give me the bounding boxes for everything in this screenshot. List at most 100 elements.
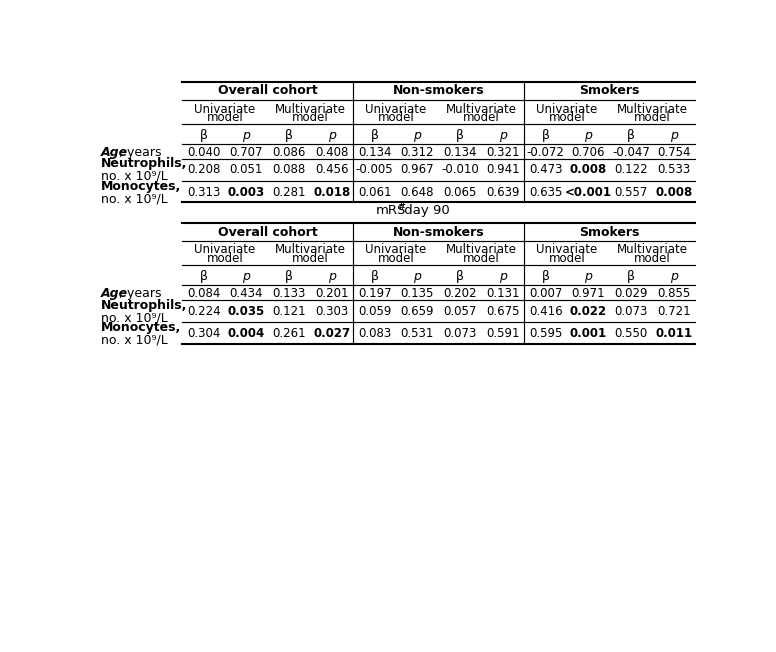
Text: 0.941: 0.941 [486,164,520,177]
Text: p: p [328,128,336,141]
Text: day 90: day 90 [400,204,450,217]
Text: 0.304: 0.304 [187,327,220,340]
Text: β: β [542,128,549,141]
Text: <0.001: <0.001 [565,186,612,200]
Text: 0.061: 0.061 [358,186,391,200]
Text: β: β [456,270,464,282]
Text: 0.550: 0.550 [615,327,648,340]
Text: 0.855: 0.855 [657,287,691,299]
Text: 0.134: 0.134 [443,145,477,158]
Text: 0.635: 0.635 [529,186,563,200]
Text: 0.202: 0.202 [443,287,477,299]
Text: 0.321: 0.321 [486,145,520,158]
Text: 0.706: 0.706 [572,145,605,158]
Text: 0.131: 0.131 [486,287,520,299]
Text: 0.051: 0.051 [230,164,263,177]
Text: 0.201: 0.201 [315,287,348,299]
Text: p: p [670,270,678,282]
Text: 0.008: 0.008 [655,186,692,200]
Text: Multivariate: Multivariate [275,243,346,256]
Text: p: p [242,128,251,141]
Text: 0.434: 0.434 [230,287,263,299]
Text: Univariate: Univariate [194,103,255,116]
Text: 0.557: 0.557 [615,186,648,200]
Text: β: β [371,270,379,282]
Text: 0.754: 0.754 [657,145,691,158]
Text: p: p [584,270,592,282]
Text: β: β [627,128,636,141]
Text: p: p [499,128,507,141]
Text: , years: , years [120,287,162,299]
Text: 0.456: 0.456 [315,164,348,177]
Text: model: model [292,252,329,265]
Text: β: β [371,128,379,141]
Text: model: model [292,111,329,124]
Text: 0.007: 0.007 [529,287,563,299]
Text: 0.313: 0.313 [187,186,220,200]
Text: model: model [378,252,414,265]
Text: 0.004: 0.004 [228,327,265,340]
Text: 0.057: 0.057 [443,305,476,318]
Text: #: # [397,202,406,212]
Text: 0.134: 0.134 [358,145,391,158]
Text: Age: Age [101,145,128,158]
Text: 0.312: 0.312 [400,145,434,158]
Text: 0.065: 0.065 [443,186,476,200]
Text: Multivariate: Multivariate [446,243,517,256]
Text: model: model [634,111,671,124]
Text: 0.040: 0.040 [187,145,220,158]
Text: Univariate: Univariate [536,243,598,256]
Text: 0.639: 0.639 [486,186,520,200]
Text: Overall cohort: Overall cohort [218,226,317,239]
Text: 0.059: 0.059 [358,305,391,318]
Text: 0.281: 0.281 [272,186,306,200]
Text: 0.721: 0.721 [657,305,691,318]
Text: no. x 10⁹/L: no. x 10⁹/L [101,192,168,205]
Text: 0.967: 0.967 [400,164,435,177]
Text: β: β [542,270,549,282]
Text: Multivariate: Multivariate [617,243,688,256]
Text: 0.707: 0.707 [230,145,263,158]
Text: Non-smokers: Non-smokers [393,84,484,97]
Text: 0.073: 0.073 [443,327,476,340]
Text: model: model [206,252,244,265]
Text: model: model [463,252,500,265]
Text: 0.224: 0.224 [187,305,220,318]
Text: Neutrophils,: Neutrophils, [101,299,187,312]
Text: β: β [199,128,208,141]
Text: 0.088: 0.088 [272,164,306,177]
Text: Monocytes,: Monocytes, [101,321,181,334]
Text: 0.121: 0.121 [272,305,306,318]
Text: 0.008: 0.008 [570,164,607,177]
Text: model: model [378,111,414,124]
Text: 0.208: 0.208 [187,164,220,177]
Text: β: β [456,128,464,141]
Text: p: p [584,128,592,141]
Text: Univariate: Univariate [365,243,427,256]
Text: Age: Age [101,287,128,299]
Text: model: model [549,252,585,265]
Text: β: β [627,270,636,282]
Text: 0.122: 0.122 [615,164,648,177]
Text: 0.135: 0.135 [400,287,434,299]
Text: 0.083: 0.083 [358,327,391,340]
Text: p: p [499,270,507,282]
Text: β: β [285,128,293,141]
Text: p: p [670,128,678,141]
Text: 0.018: 0.018 [314,186,351,200]
Text: 0.533: 0.533 [657,164,691,177]
Text: model: model [206,111,244,124]
Text: 0.022: 0.022 [570,305,607,318]
Text: Overall cohort: Overall cohort [218,84,317,97]
Text: Multivariate: Multivariate [617,103,688,116]
Text: 0.675: 0.675 [486,305,520,318]
Text: p: p [242,270,251,282]
Text: 0.659: 0.659 [400,305,434,318]
Text: Univariate: Univariate [194,243,255,256]
Text: no. x 10⁹/L: no. x 10⁹/L [101,311,168,324]
Text: model: model [634,252,671,265]
Text: no. x 10⁹/L: no. x 10⁹/L [101,170,168,183]
Text: Multivariate: Multivariate [446,103,517,116]
Text: 0.003: 0.003 [228,186,265,200]
Text: 0.073: 0.073 [615,305,648,318]
